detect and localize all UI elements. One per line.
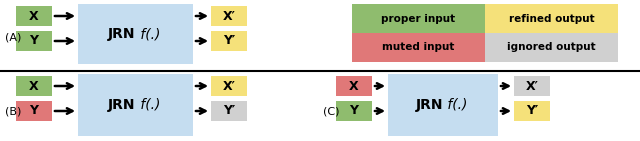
Text: Y′: Y′ [526, 104, 538, 117]
Text: muted input: muted input [382, 42, 454, 52]
Text: Y′: Y′ [223, 104, 235, 117]
Text: X: X [29, 80, 39, 92]
Text: Y: Y [29, 104, 38, 117]
Text: f(.): f(.) [136, 27, 160, 41]
Text: Y′: Y′ [223, 35, 235, 48]
Text: X′: X′ [223, 80, 236, 92]
Text: ignored output: ignored output [507, 42, 596, 52]
Bar [16, 101, 52, 121]
Text: refined output: refined output [509, 14, 595, 24]
Bar [336, 76, 372, 96]
Text: Y: Y [29, 35, 38, 48]
Bar [211, 31, 247, 51]
Text: f(.): f(.) [136, 98, 160, 112]
Bar [485, 33, 618, 62]
Text: (B): (B) [5, 106, 21, 116]
Text: JRN: JRN [415, 98, 443, 112]
Bar [514, 76, 550, 96]
Bar [211, 6, 247, 26]
Bar [514, 101, 550, 121]
Bar [78, 4, 193, 64]
Bar [388, 74, 498, 136]
Bar [211, 76, 247, 96]
Text: Y: Y [349, 104, 358, 117]
Bar [16, 31, 52, 51]
Bar [352, 33, 485, 62]
Bar [16, 6, 52, 26]
Bar [78, 74, 193, 136]
Text: f(.): f(.) [443, 98, 467, 112]
Text: X: X [349, 80, 359, 92]
Text: (C): (C) [323, 106, 339, 116]
Bar [336, 101, 372, 121]
Text: JRN: JRN [108, 27, 136, 41]
Text: X′: X′ [525, 80, 538, 92]
Bar [485, 4, 618, 33]
Bar [211, 101, 247, 121]
Bar [352, 4, 485, 33]
Text: X′: X′ [223, 9, 236, 23]
Text: (A): (A) [5, 32, 21, 42]
Bar [16, 76, 52, 96]
Text: proper input: proper input [381, 14, 456, 24]
Text: X: X [29, 9, 39, 23]
Text: JRN: JRN [108, 98, 136, 112]
